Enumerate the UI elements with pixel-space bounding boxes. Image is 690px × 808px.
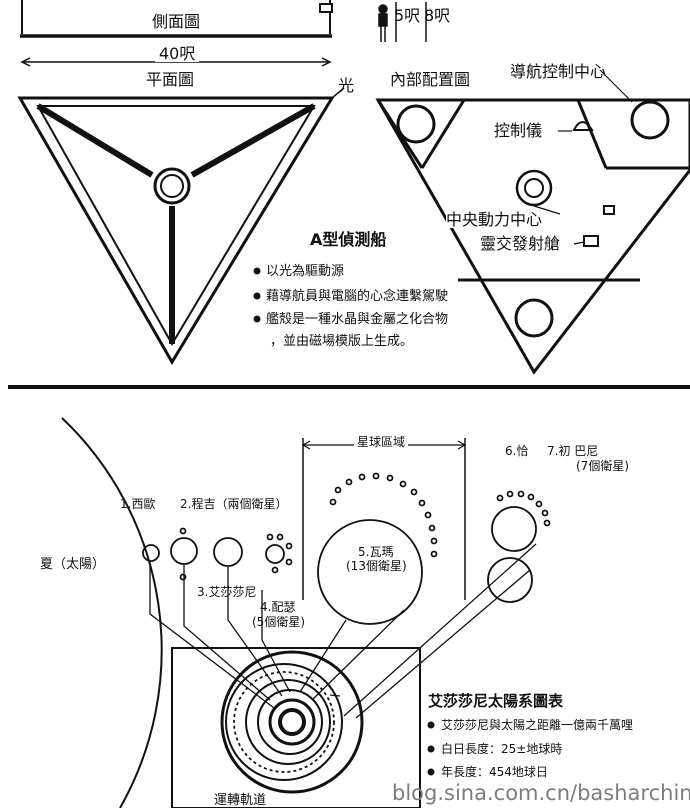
human-scale-figures: [378, 2, 427, 42]
fact-2: 白日長度：25±地球時: [441, 742, 563, 756]
planet-4-moons: (5個衛星): [252, 615, 305, 629]
planet-2-label: 2.程吉（兩個衛星）: [180, 497, 288, 511]
planet-region-label: 星球區域: [354, 436, 409, 448]
control-instrument-label: 控制儀: [494, 121, 543, 140]
central-power-label: 中央動力中心: [446, 210, 543, 229]
note-3: 艦殼是一種水晶與金屬之化合物: [266, 312, 449, 327]
watermark-text: blog.sina.com.cn/basharchina: [392, 781, 690, 805]
solar-chart-title: 艾莎莎尼太陽系圖表: [428, 692, 564, 710]
interior-layout-label: 內部配置圖: [390, 70, 471, 89]
height-label-8ft: 8呎: [424, 6, 451, 25]
launch-bay-label: 靈交發射艙: [480, 234, 561, 253]
height-label-5ft: 5呎: [394, 6, 421, 25]
orbit-label: 運轉軌道: [214, 793, 267, 808]
side-view-drawing: [20, 0, 333, 38]
planet-7-name: 7.初 巴尼: [547, 444, 599, 458]
solar-system-drawing: [61, 417, 551, 808]
side-view-label: 側面圖: [152, 12, 201, 31]
planet-1-label: 1.西歐: [120, 497, 156, 511]
planet-6-label: 6.恰: [505, 444, 529, 458]
fact-3: 年長度：454地球日: [441, 765, 548, 779]
ship-type-title: A型偵測船: [310, 230, 387, 249]
planet-5-moons: (13個衛星): [346, 559, 407, 573]
note-4: ，並由磁場模版上生成。: [270, 334, 414, 349]
interior-layout-drawing: [375, 69, 690, 375]
light-label: 光: [338, 76, 355, 95]
note-2: 藉導航員與電腦的心念連繫駕駛: [266, 289, 449, 304]
planet-3-label: 3.艾莎莎尼: [197, 585, 257, 599]
plan-view-label: 平面圖: [146, 70, 195, 89]
width-dimension: [20, 57, 332, 67]
plan-view-drawing: [17, 87, 345, 365]
nav-control-center-label: 導航控制中心: [510, 62, 607, 81]
sun-label: 夏（太陽）: [40, 557, 106, 572]
planet-5-name: 5.瓦瑪: [358, 545, 394, 559]
fact-1: 艾莎莎尼與太陽之距離一億兩千萬哩: [441, 718, 634, 732]
notes-bullets: [253, 267, 261, 323]
planet-4-name: 4.配瑟: [260, 600, 296, 614]
planet-7-moons: (7個衛星): [576, 459, 629, 473]
note-1: 以光為驅動源: [266, 264, 345, 279]
width-label: 40呎: [155, 46, 200, 62]
facts-bullets: [427, 721, 435, 776]
